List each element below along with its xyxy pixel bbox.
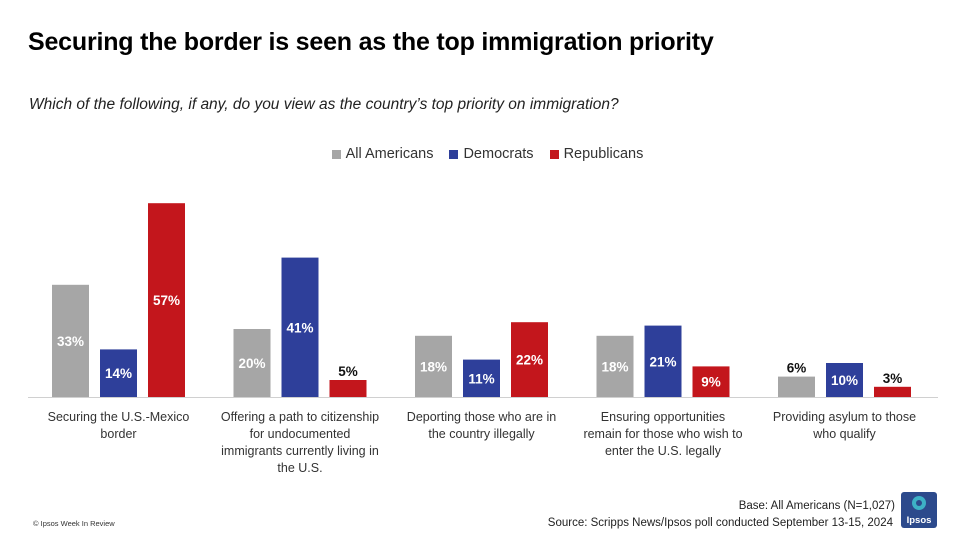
chart-subtitle: Which of the following, if any, do you v… [29,96,619,113]
category-label: Offering a path to citizenship for undocu… [221,410,379,475]
legend-item-all-americans: All Americans [331,146,434,162]
bar [778,376,815,397]
data-label: 6% [787,361,807,376]
data-label: 20% [238,356,265,371]
logo-mark-inner [916,500,922,506]
legend-swatch-republicans [549,149,559,159]
bar [233,329,271,397]
legend-label-democrats: Democrats [463,146,534,162]
data-label: 41% [286,320,313,335]
category-label: Deporting those who are in the country il… [407,410,556,441]
data-label: 18% [601,359,628,374]
data-label: 18% [420,359,447,374]
chart-title: Securing the border is seen as the top i… [28,28,714,56]
bar [596,335,634,397]
category-label: Securing the U.S.-Mexico border [48,410,190,441]
category-label: Ensuring opportunities remain for those w… [583,410,742,458]
bar [148,203,185,397]
bar [644,325,682,397]
data-label: 22% [516,353,543,368]
source-note: Source: Scripps News/Ipsos poll conducte… [547,517,893,529]
legend-item-republicans: Republicans [549,146,644,162]
logo-text: Ipsos [906,515,932,526]
bar [52,284,89,397]
data-label: 33% [57,334,84,349]
data-label: 3% [883,371,903,386]
bar [329,380,367,397]
bar [511,322,548,397]
legend: All Americans Democrats Republicans [0,146,975,162]
bar [692,366,730,397]
category-label: Providing asylum to those who qualify [773,410,916,441]
data-label: 11% [468,371,494,386]
copyright-note: © Ipsos Week In Review [33,519,115,528]
legend-swatch-all-americans [331,149,341,159]
legend-label-all-americans: All Americans [345,146,434,162]
bar [415,335,452,397]
data-label: 10% [831,373,858,388]
data-label: 57% [153,293,180,308]
legend-swatch-democrats [449,149,459,159]
legend-item-democrats: Democrats [449,146,534,162]
bar [463,359,500,397]
data-label: 5% [338,364,358,379]
data-label: 9% [701,375,721,390]
data-label: 14% [105,366,132,381]
data-label: 21% [649,354,676,369]
bar [100,349,137,397]
bar [281,257,319,397]
ipsos-logo: Ipsos [901,492,937,528]
bar [874,386,911,397]
base-note: Base: All Americans (N=1,027) [738,500,895,512]
bar [826,363,863,397]
legend-label-republicans: Republicans [563,146,644,162]
